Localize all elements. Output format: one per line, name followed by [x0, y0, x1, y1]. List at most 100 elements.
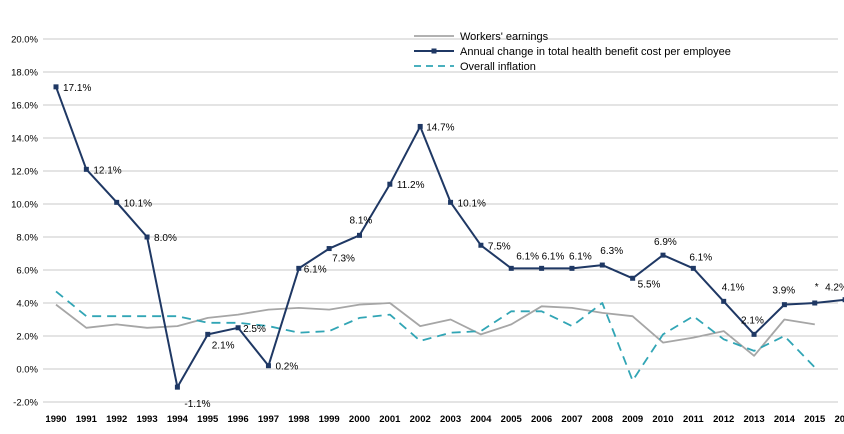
data-label: 6.3% — [600, 246, 623, 257]
data-label: 5.5% — [638, 279, 661, 290]
data-label: -1.1% — [184, 399, 210, 410]
data-point — [296, 265, 302, 271]
x-tick-label: 2015 — [804, 414, 826, 425]
y-tick-label: -2.0% — [13, 398, 38, 409]
data-point — [387, 181, 393, 187]
x-tick-label: 2000 — [349, 414, 370, 425]
y-tick-label: 6.0% — [16, 266, 38, 277]
data-point — [842, 297, 844, 303]
x-tick-label: 2003 — [440, 414, 461, 425]
legend: Workers' earnings Annual change in total … — [414, 31, 731, 73]
legend-marker — [431, 48, 437, 54]
data-point — [721, 298, 727, 304]
y-tick-label: 12.0% — [11, 167, 38, 178]
x-tick-label: 2007 — [561, 414, 582, 425]
data-point — [265, 363, 271, 369]
y-tick-label: 20.0% — [11, 35, 38, 46]
x-tick-label: 1992 — [106, 414, 127, 425]
data-label: 0.2% — [275, 362, 298, 373]
data-label: 6.1% — [689, 252, 712, 263]
x-tick-label: 2006 — [531, 414, 552, 425]
data-point — [114, 199, 120, 205]
x-tick-label: 1991 — [76, 414, 98, 425]
data-label: 6.9% — [654, 237, 677, 248]
y-tick-label: 2.0% — [16, 332, 38, 343]
data-labels: 17.1% 12.1% 10.1% 8.0% -1.1% 2.1% 2.5% 0.2% 6.1%… — [63, 83, 844, 410]
data-point — [539, 265, 545, 271]
data-label: 12.1% — [93, 165, 121, 176]
y-tick-label: 14.0% — [11, 134, 38, 145]
data-label: 6.1% — [304, 264, 327, 275]
legend-label-1: Annual change in total health benefit co… — [460, 46, 731, 58]
x-tick-label: 2001 — [379, 414, 401, 425]
data-point — [417, 123, 423, 129]
x-tick-label: 2016 — [835, 414, 844, 425]
series-line-2 — [55, 290, 816, 382]
data-label: 10.1% — [124, 198, 152, 209]
x-tick-label: 1997 — [258, 414, 279, 425]
data-point — [660, 252, 666, 258]
x-tick-label: 1999 — [319, 414, 340, 425]
legend-label-0: Workers' earnings — [460, 31, 549, 43]
data-label: 7.5% — [488, 241, 511, 252]
data-point — [53, 84, 59, 90]
y-tick-label: 0.0% — [16, 365, 38, 376]
series-line-0 — [55, 302, 815, 357]
x-tick-label: 2004 — [470, 414, 492, 425]
y-tick-label: 18.0% — [11, 68, 38, 79]
data-label: 6.1% — [516, 251, 539, 262]
data-label: 4.2%** — [825, 283, 844, 294]
data-label: 2.1% — [741, 315, 764, 326]
x-tick-label: 1996 — [228, 414, 249, 425]
data-point — [812, 300, 818, 306]
data-point — [630, 275, 636, 281]
y-axis: -2.0% 0.0% 2.0% 4.0% 6.0% 8.0% 10.0% 12.0% 14.0%… — [11, 35, 38, 409]
data-label: 11.2% — [397, 180, 425, 191]
data-point — [508, 265, 514, 271]
x-tick-label: 1993 — [136, 414, 157, 425]
data-point — [357, 232, 362, 238]
data-point — [599, 262, 605, 268]
y-tick-label: 8.0% — [16, 233, 38, 244]
data-label: 7.3% — [332, 254, 355, 265]
legend-label-2: Overall inflation — [460, 61, 536, 73]
x-tick-label: 2010 — [652, 414, 673, 425]
x-tick-label: 1998 — [288, 414, 309, 425]
data-point — [83, 166, 89, 172]
data-label: 6.1% — [569, 251, 592, 262]
data-label: 2.1% — [212, 340, 235, 351]
x-tick-label: 1995 — [197, 414, 219, 425]
x-tick-label: 1990 — [45, 414, 66, 425]
series-lines — [53, 84, 844, 390]
data-point — [569, 265, 575, 271]
data-point — [751, 331, 757, 337]
y-tick-label: 16.0% — [11, 101, 38, 112]
data-label: * — [815, 282, 819, 293]
data-label: 6.1% — [542, 251, 565, 262]
data-label: 4.1% — [722, 282, 745, 293]
x-tick-label: 2011 — [683, 414, 704, 425]
data-point — [781, 302, 787, 308]
data-label: 10.1% — [458, 198, 486, 209]
data-point — [690, 265, 696, 271]
data-point — [205, 331, 211, 337]
gridlines — [43, 38, 838, 403]
data-point — [144, 234, 150, 240]
x-tick-label: 2013 — [743, 414, 764, 425]
x-tick-label: 1994 — [167, 414, 189, 425]
data-point — [235, 325, 241, 331]
data-label: 14.7% — [426, 122, 454, 133]
data-label: 2.5% — [243, 324, 266, 335]
data-point — [174, 384, 180, 390]
x-tick-label: 2012 — [713, 414, 734, 425]
y-tick-label: 10.0% — [11, 200, 38, 211]
x-tick-label: 2002 — [410, 414, 431, 425]
data-label: 8.1% — [350, 215, 373, 226]
data-point — [326, 246, 332, 252]
x-tick-label: 2014 — [774, 414, 796, 425]
data-label: 8.0% — [154, 233, 177, 244]
data-label: 17.1% — [63, 83, 91, 94]
y-tick-label: 4.0% — [16, 299, 38, 310]
x-axis: 1990 1991 1992 1993 1994 1995 1996 1997 1998 1999… — [45, 414, 844, 425]
